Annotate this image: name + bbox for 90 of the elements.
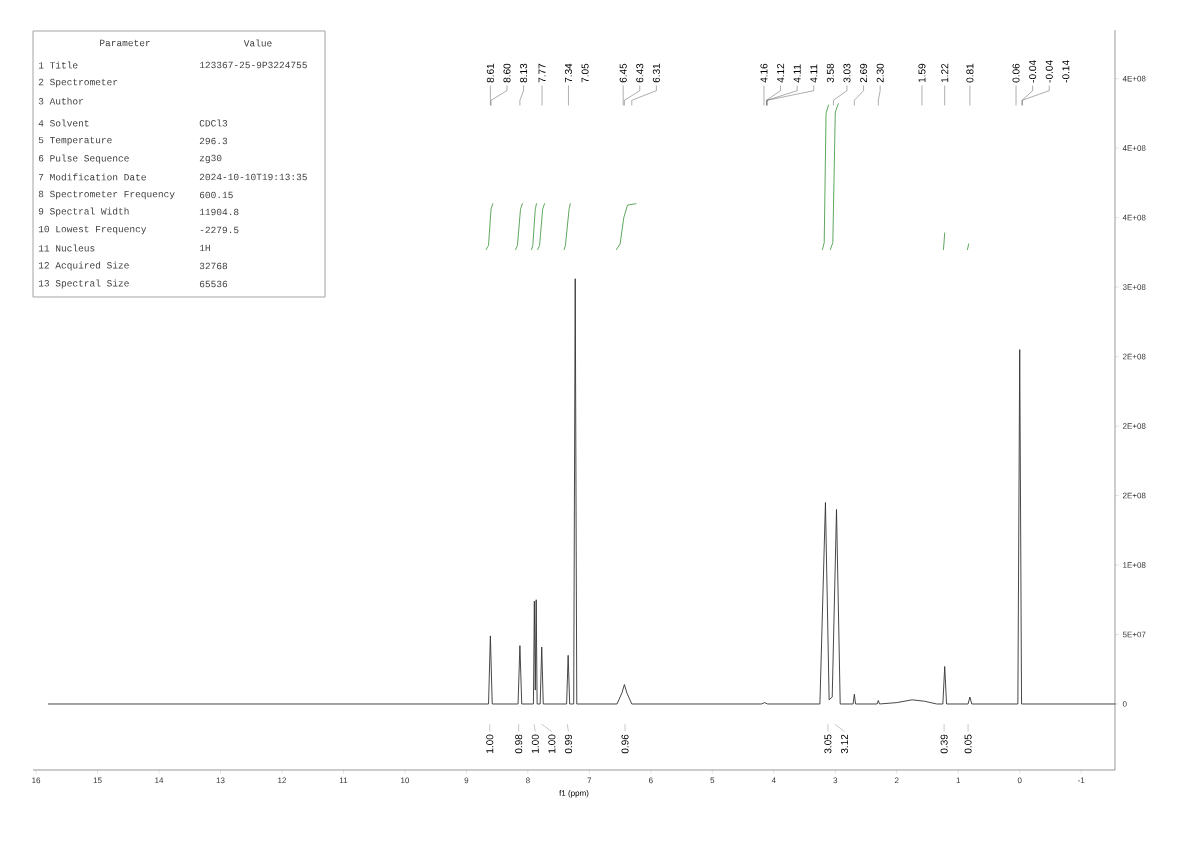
annotation: 1.00 <box>486 734 494 753</box>
x-tick-label: 11 <box>339 777 348 784</box>
annotation: 0.98 <box>515 734 523 754</box>
annotation: 1.59 <box>918 63 926 83</box>
annotation: 4.11 <box>793 64 801 83</box>
annotation: 4.12 <box>777 63 785 83</box>
annotation: 0.99 <box>564 734 572 754</box>
annotation: 13 Spectral Size <box>38 279 129 289</box>
annotation: 32768 <box>199 262 228 270</box>
annotation: 4 Solvent <box>38 119 89 127</box>
annotation: 123367-25-9P3224755 <box>199 61 307 69</box>
y-tick-label: 0 <box>1122 701 1127 707</box>
annotation: 6.45 <box>619 63 627 83</box>
annotation: CDCl3 <box>199 119 228 127</box>
annotation: -0.04 <box>1045 60 1053 83</box>
annotation: 9 Spectral Width <box>38 207 129 217</box>
x-tick-label: 16 <box>32 777 41 784</box>
x-tick-label: 0 <box>1017 777 1022 784</box>
annotation: -0.14 <box>1062 60 1070 83</box>
x-tick-label: 4 <box>771 777 776 784</box>
annotation: 0.39 <box>940 734 948 754</box>
x-tick-label: 5 <box>710 777 715 784</box>
y-tick-label: 2E+08 <box>1122 492 1146 499</box>
annotation: 2.30 <box>876 63 884 83</box>
line-series <box>47 278 1116 705</box>
annotation: 7.34 <box>564 63 572 83</box>
y-tick-label: 2E+08 <box>1122 423 1146 429</box>
annotation: 0.81 <box>966 63 974 83</box>
annotation: 1.22 <box>941 63 949 83</box>
x-tick-label: 6 <box>649 777 653 784</box>
annotation: 0.05 <box>964 734 972 754</box>
annotation: 8 Spectrometer Frequency <box>38 190 175 200</box>
annotation: 4.11 <box>810 64 818 83</box>
x-tick-label: 14 <box>155 777 164 784</box>
annotation: 0.96 <box>621 734 629 754</box>
annotation: 1H <box>199 244 210 252</box>
annotation: 6.31 <box>652 63 660 83</box>
annotation: 8.61 <box>486 63 494 83</box>
annotation: 6 Pulse Sequence <box>38 154 129 164</box>
annotation: 1.00 <box>531 734 539 753</box>
annotation: Parameter <box>100 39 150 47</box>
x-tick-label: -1 <box>1078 777 1085 784</box>
y-tick-label: 4E+08 <box>1122 214 1146 221</box>
x-tick-label: 7 <box>587 777 592 784</box>
y-tick-label: 2E+08 <box>1122 353 1146 360</box>
annotation: zg30 <box>199 154 222 164</box>
x-tick-label: 12 <box>278 777 287 784</box>
annotation: 2.69 <box>860 63 868 83</box>
annotation: 65536 <box>199 280 228 288</box>
x-tick-label: 13 <box>216 777 225 784</box>
y-tick-label: 1E+08 <box>1123 562 1146 568</box>
annotation: 11904.8 <box>199 208 239 216</box>
annotation: 3.58 <box>826 63 834 83</box>
y-tick-label: 5E+07 <box>1122 631 1146 638</box>
x-tick-label: 1 <box>956 777 961 784</box>
annotation: 11 Nucleus <box>38 244 95 252</box>
y-tick-label: 4E+08 <box>1122 145 1146 151</box>
annotation: -2279.5 <box>200 226 239 234</box>
y-tick-label: 4E+08 <box>1122 75 1146 82</box>
annotation: 1 Title <box>38 61 78 69</box>
x-tick-label: 9 <box>464 777 469 784</box>
annotation: 5 Temperature <box>38 136 112 146</box>
annotation: 12 Acquired Size <box>38 261 129 271</box>
annotation: -0.04 <box>1029 60 1037 83</box>
annotation: 296.3 <box>199 137 228 145</box>
annotation: 3.03 <box>843 63 851 83</box>
x-axis-title: f1 (ppm) <box>559 790 589 798</box>
x-tick-label: 8 <box>526 777 530 784</box>
x-tick-label: 2 <box>894 777 899 784</box>
annotation: 7.05 <box>581 63 589 83</box>
x-tick-label: 3 <box>833 777 838 784</box>
annotation: 2024-10-10T19:13:35 <box>199 173 307 181</box>
annotation: 0.06 <box>1012 63 1020 83</box>
annotation: 7.77 <box>538 63 546 83</box>
x-tick-label: 10 <box>401 777 410 784</box>
annotation: 1.00 <box>548 734 556 753</box>
x-tick-label: 15 <box>93 777 102 784</box>
annotation: 3.05 <box>824 734 832 754</box>
annotation: 600.15 <box>199 191 233 199</box>
annotation: 6.43 <box>636 63 644 83</box>
annotation: 2 Spectrometer <box>38 78 118 88</box>
annotation: 10 Lowest Frequency <box>38 225 147 235</box>
annotation: 3 Author <box>38 97 83 105</box>
annotation: 8.60 <box>503 63 511 83</box>
annotation: Value <box>243 39 272 47</box>
annotation: 7 Modification Date <box>38 173 146 181</box>
annotation: 4.16 <box>760 63 768 83</box>
annotation: 8.13 <box>520 63 528 83</box>
y-tick-label: 3E+08 <box>1122 284 1146 290</box>
annotation: 3.12 <box>840 734 849 754</box>
